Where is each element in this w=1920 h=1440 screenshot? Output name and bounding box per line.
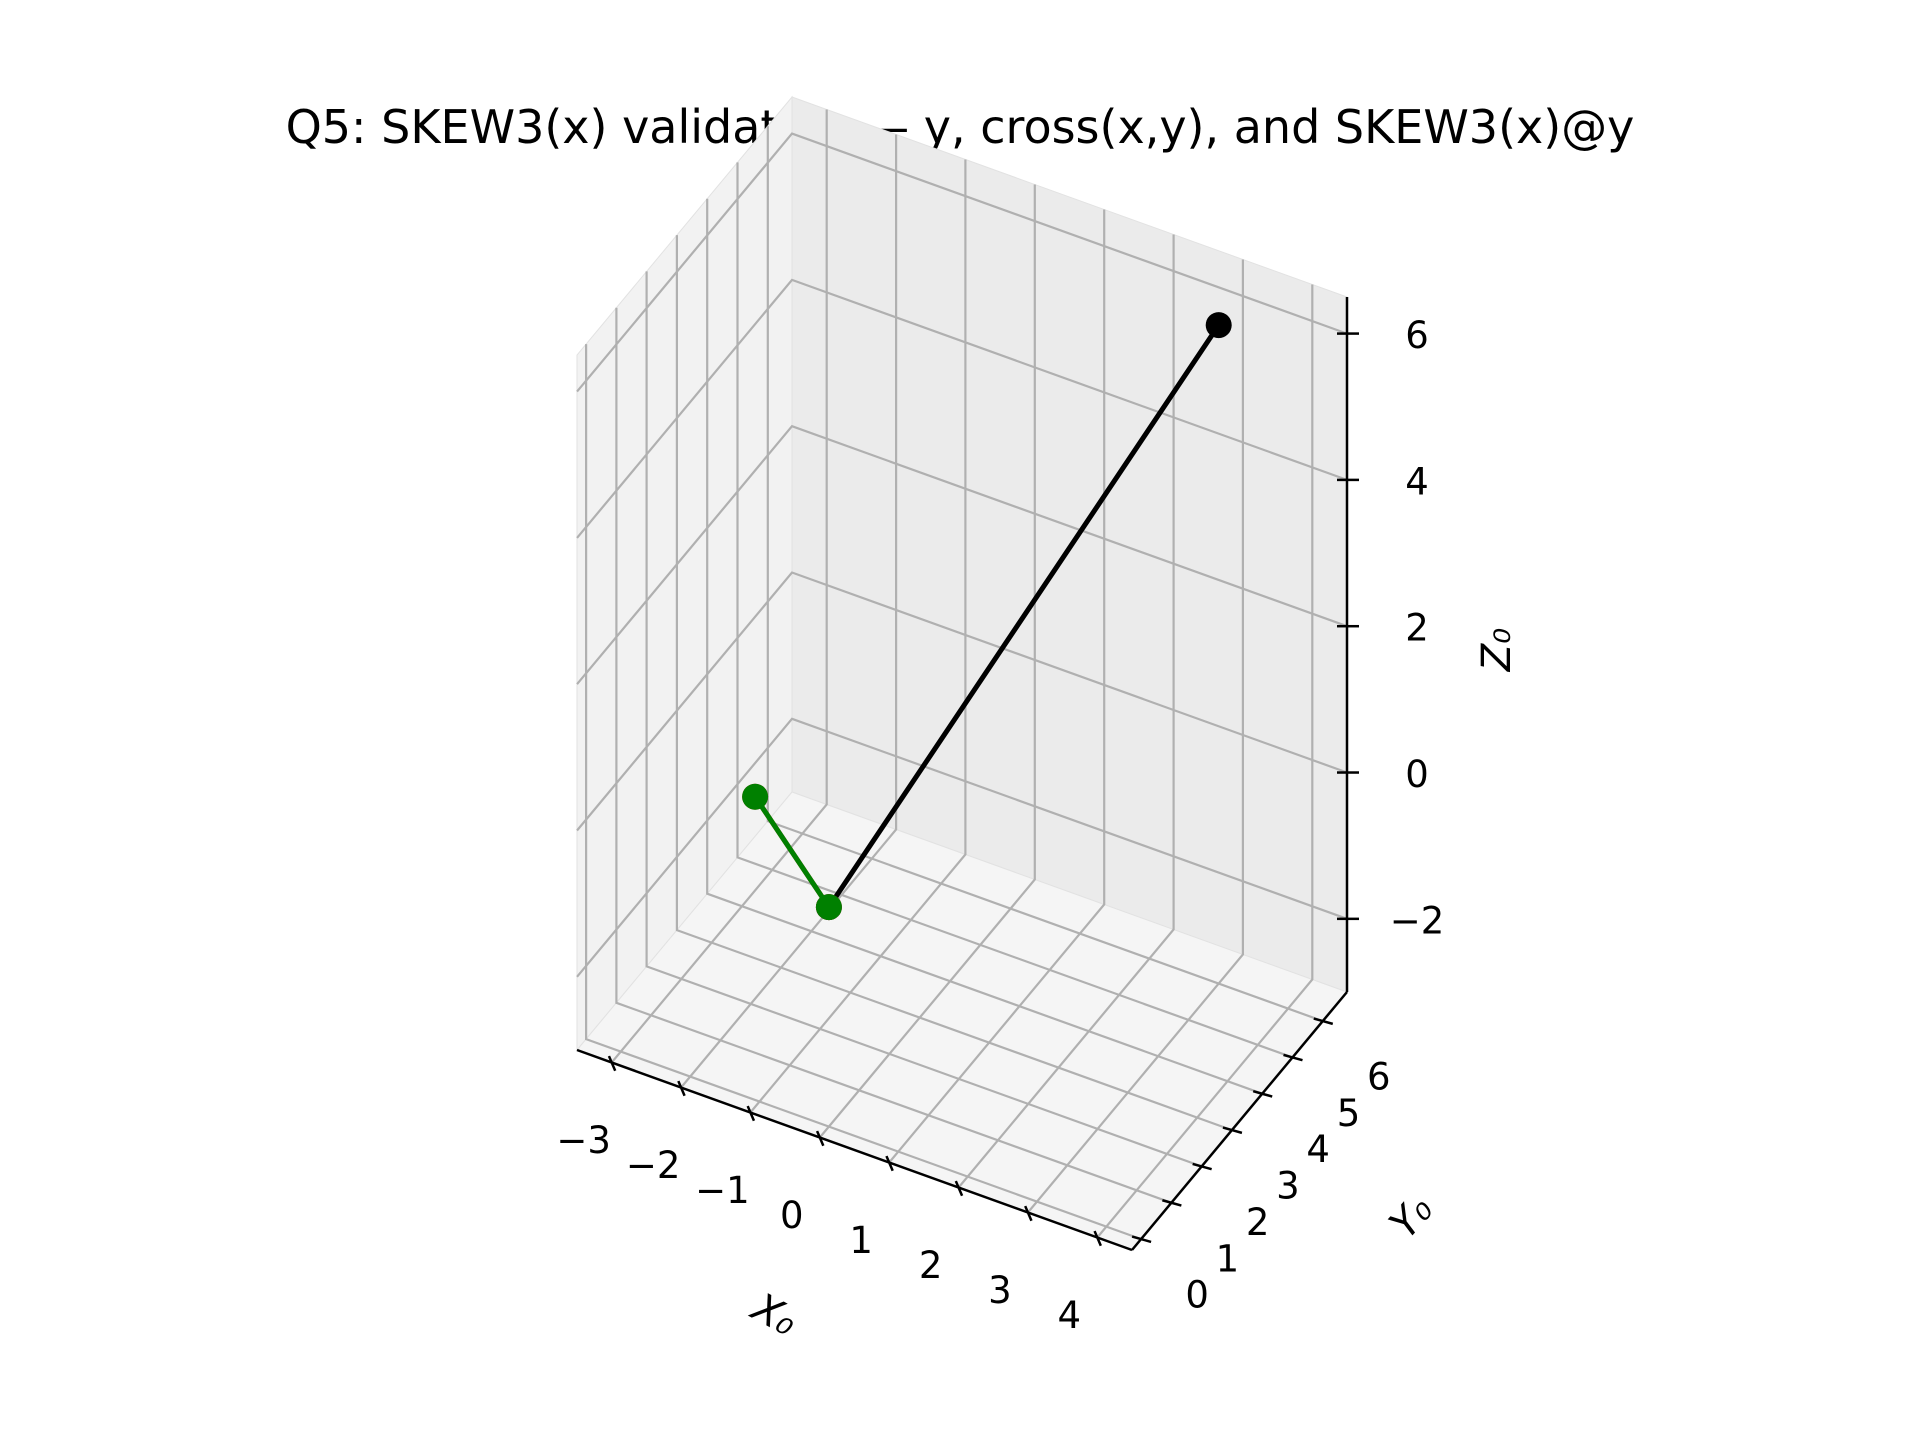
x-tick-label: −3 xyxy=(556,1119,611,1162)
x-grid-line xyxy=(818,184,1036,1139)
y-tick-label: 6 xyxy=(1367,1056,1391,1099)
y-tick-label: 1 xyxy=(1216,1237,1240,1280)
y-grid-line xyxy=(584,344,1142,1241)
tick-mark xyxy=(1096,1237,1102,1247)
tick-mark xyxy=(1171,1201,1182,1207)
data-point xyxy=(815,894,842,921)
tick-mark xyxy=(1024,1205,1030,1213)
x-axis-label: X₀ xyxy=(743,1284,805,1346)
x-tick-label: −1 xyxy=(695,1169,750,1212)
x-axis-line xyxy=(576,1048,1133,1252)
x-tick-label: 2 xyxy=(919,1244,943,1287)
tick-mark xyxy=(1192,1162,1202,1168)
z-grid-line xyxy=(576,717,1348,978)
tick-mark xyxy=(1162,1199,1172,1204)
y-axis-label: Y₀ xyxy=(1381,1187,1442,1248)
z-tick-label: 2 xyxy=(1405,607,1429,650)
z-tick-label: 0 xyxy=(1405,753,1429,796)
chart-title: Q5: SKEW3(x) validation — y, cross(x,y),… xyxy=(285,100,1635,154)
tick-mark xyxy=(954,1180,960,1188)
y-tick-label: 4 xyxy=(1306,1128,1330,1171)
y-tick-label: 5 xyxy=(1337,1092,1361,1135)
tick-mark xyxy=(888,1162,894,1172)
z-axis-label: Z₀ xyxy=(1474,628,1520,672)
x-grid-line xyxy=(749,159,967,1114)
x-grid-line xyxy=(1096,284,1314,1239)
tick-mark xyxy=(749,1112,756,1122)
x-grid-line xyxy=(1027,259,1245,1214)
tick-mark xyxy=(885,1155,891,1163)
tick-mark xyxy=(746,1105,752,1113)
tick-mark xyxy=(1201,1165,1212,1171)
y-grid-line xyxy=(645,271,1202,1168)
y-grid-line xyxy=(766,126,1324,1023)
x-grid-line xyxy=(610,109,828,1064)
x-tick-label: −2 xyxy=(626,1144,681,1187)
tick-mark xyxy=(1026,1212,1033,1222)
tick-mark xyxy=(1292,1056,1303,1062)
data-series xyxy=(742,312,1232,921)
tick-mark xyxy=(1261,1092,1273,1098)
grid-lines xyxy=(576,109,1348,1241)
tick-mark xyxy=(1131,1235,1142,1241)
data-point xyxy=(742,783,769,810)
y-grid-line xyxy=(706,198,1263,1095)
tick-mark xyxy=(1231,1128,1243,1135)
z-tick-label: 6 xyxy=(1405,314,1429,357)
series-line xyxy=(752,794,832,910)
tick-mark xyxy=(679,1087,686,1097)
x-grid-line xyxy=(888,209,1106,1164)
z-tick-label: 4 xyxy=(1405,460,1429,503)
tick-mark xyxy=(1093,1230,1099,1238)
tick-mark xyxy=(1252,1090,1263,1095)
x-grid-line xyxy=(957,234,1175,1189)
y-tick-label: 2 xyxy=(1246,1201,1270,1244)
tick-mark xyxy=(1322,1019,1334,1026)
y-tick-label: 0 xyxy=(1185,1274,1209,1317)
y-axis-line xyxy=(1131,991,1348,1251)
axis-lines xyxy=(576,297,1359,1252)
series-2 xyxy=(742,783,842,921)
x-tick-label: 4 xyxy=(1058,1294,1082,1337)
x-tick-label: 3 xyxy=(988,1269,1012,1312)
tick-mark xyxy=(607,1055,613,1063)
tick-mark xyxy=(957,1187,964,1197)
tick-mark xyxy=(610,1062,617,1072)
y-grid-line xyxy=(736,162,1293,1059)
tick-mark xyxy=(815,1130,821,1138)
x-tick-label: 0 xyxy=(780,1194,804,1237)
series-line xyxy=(826,322,1222,910)
data-point xyxy=(1205,312,1232,339)
z-tick-label: −2 xyxy=(1390,899,1445,942)
x-tick-label: 1 xyxy=(849,1219,873,1262)
z-grid-line xyxy=(576,424,1348,685)
tick-mark xyxy=(1140,1237,1152,1244)
tick-mark xyxy=(818,1137,825,1147)
x-grid-line xyxy=(680,134,898,1089)
y-tick-label: 3 xyxy=(1276,1165,1300,1208)
y-grid-line xyxy=(675,235,1233,1132)
tick-mark xyxy=(1313,1017,1324,1023)
z-grid-line xyxy=(576,132,1348,393)
tick-mark xyxy=(1222,1126,1233,1132)
tick-mark xyxy=(677,1080,683,1088)
tick-mark xyxy=(1283,1053,1293,1059)
z-grid-line xyxy=(576,571,1348,832)
y-grid-line xyxy=(615,307,1172,1204)
